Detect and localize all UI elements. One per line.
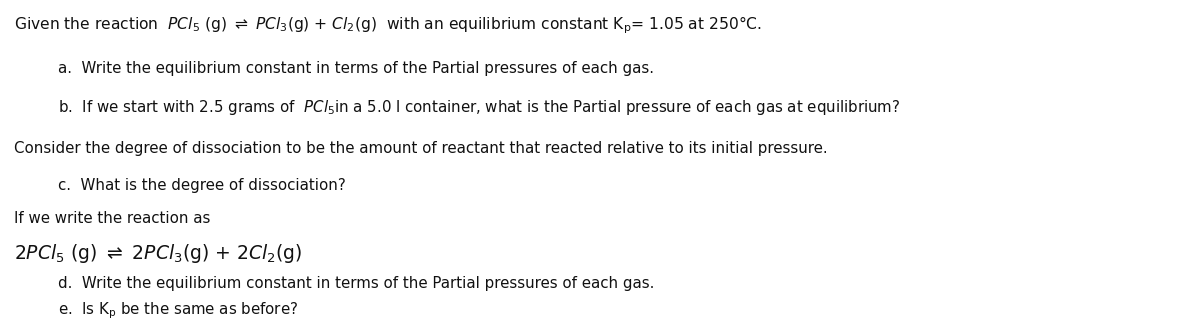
Text: c.  What is the degree of dissociation?: c. What is the degree of dissociation? <box>58 178 346 193</box>
Text: Consider the degree of dissociation to be the amount of reactant that reacted re: Consider the degree of dissociation to b… <box>14 141 828 156</box>
Text: Given the reaction  $\mathit{PCl_5}$ (g) $\rightleftharpoons$ $\mathit{PCl_3}$(g: Given the reaction $\mathit{PCl_5}$ (g) … <box>14 14 762 36</box>
Text: a.  Write the equilibrium constant in terms of the Partial pressures of each gas: a. Write the equilibrium constant in ter… <box>58 61 654 76</box>
Text: d.  Write the equilibrium constant in terms of the Partial pressures of each gas: d. Write the equilibrium constant in ter… <box>58 276 654 291</box>
Text: $2\mathit{PCl_5}$ (g) $\rightleftharpoons$ $2\mathit{PCl_3}$(g) + $2\mathit{Cl_2: $2\mathit{PCl_5}$ (g) $\rightleftharpoon… <box>14 242 302 265</box>
Text: e.  Is K$_\mathrm{p}$ be the same as before?: e. Is K$_\mathrm{p}$ be the same as befo… <box>58 301 298 319</box>
Text: If we write the reaction as: If we write the reaction as <box>14 211 211 226</box>
Text: b.  If we start with 2.5 grams of  $\mathit{PCl_5}$in a 5.0 l container, what is: b. If we start with 2.5 grams of $\mathi… <box>58 98 900 117</box>
